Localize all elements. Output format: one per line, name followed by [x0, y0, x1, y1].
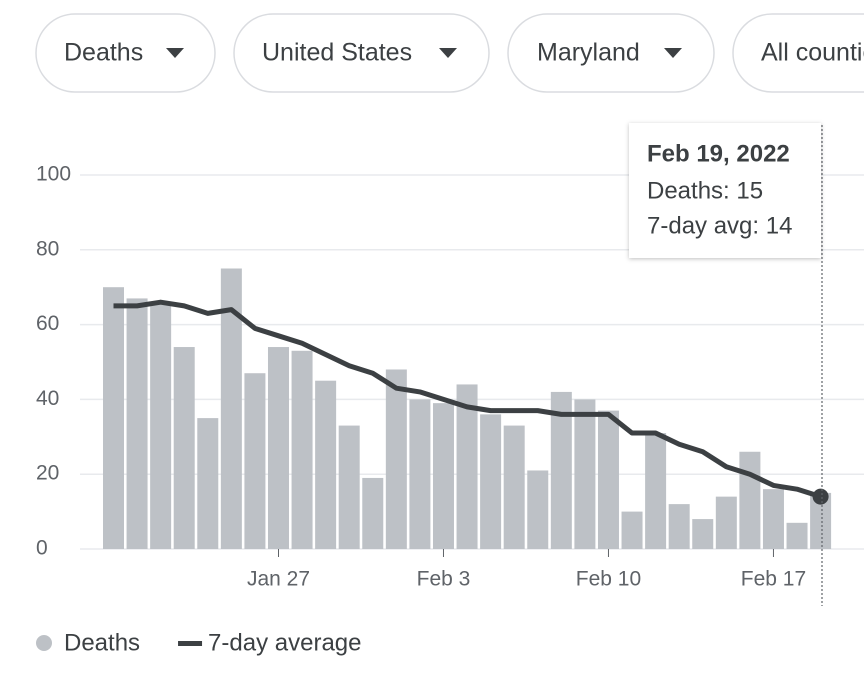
- bar: [315, 380, 337, 549]
- plot: 0 20 40 60 80 100 Jan 27 Feb 3 Feb 10 Feb 17: [36, 163, 864, 591]
- filter-chip[interactable]: Deaths: [35, 13, 216, 93]
- bar: [244, 373, 266, 549]
- x-tick-label: Feb 10: [576, 568, 641, 591]
- dropdown-arrow[interactable]: [166, 48, 184, 58]
- bar: [503, 425, 525, 549]
- tooltip-line: 7-day avg: 14: [647, 212, 792, 239]
- chip-bg[interactable]: [507, 13, 715, 93]
- bar: [456, 384, 478, 549]
- chip-label[interactable]: United States: [262, 39, 412, 67]
- y-tick-label: 100: [36, 163, 71, 186]
- dropdown-arrow[interactable]: [664, 48, 682, 58]
- bar: [550, 391, 572, 549]
- y-tick-label: 0: [36, 537, 48, 560]
- chip-bg[interactable]: [233, 13, 490, 93]
- chip-label[interactable]: Deaths: [64, 39, 143, 67]
- bar: [715, 496, 737, 549]
- bar: [574, 399, 596, 549]
- tooltip-box: [629, 123, 821, 258]
- filter-chip[interactable]: Maryland: [507, 13, 715, 93]
- line: [113, 299, 822, 500]
- legend-swatch: [178, 641, 203, 646]
- bar: [338, 425, 360, 549]
- legend-swatch: [36, 635, 52, 651]
- bar: [645, 433, 667, 549]
- bar: [810, 492, 832, 549]
- x-tick-label: Feb 17: [741, 568, 806, 591]
- tooltip-line: Deaths: 15: [647, 177, 763, 204]
- bar: [409, 399, 431, 549]
- chip-bg[interactable]: [732, 13, 864, 93]
- bar: [103, 287, 124, 549]
- x-tick-label: Feb 3: [417, 568, 471, 591]
- filter-chip[interactable]: All counties: [732, 13, 864, 93]
- hover-point: [812, 488, 829, 505]
- tooltip-title: Feb 19, 2022: [647, 140, 790, 167]
- bar: [668, 504, 690, 549]
- legend-label: Deaths: [64, 629, 140, 656]
- bar: [527, 470, 549, 549]
- bar: [362, 477, 384, 549]
- dropdown-arrow[interactable]: [439, 48, 457, 58]
- bar: [173, 347, 195, 549]
- bar: [267, 347, 289, 549]
- bar: [480, 414, 502, 549]
- bar: [220, 268, 242, 549]
- bar: [197, 418, 219, 549]
- chip-label[interactable]: All counties: [761, 39, 864, 67]
- bar: [762, 489, 784, 549]
- bar: [786, 522, 808, 549]
- bar: [739, 451, 761, 549]
- chip-bg[interactable]: [35, 13, 216, 93]
- filter-chip[interactable]: United States: [233, 13, 490, 93]
- bar: [621, 511, 643, 549]
- x-tick-label: Jan 27: [247, 568, 310, 591]
- legend-label: 7-day average: [208, 629, 361, 656]
- y-tick-label: 60: [36, 312, 59, 335]
- bar: [692, 519, 714, 549]
- bar: [291, 350, 313, 549]
- bar: [597, 410, 619, 549]
- bar: [126, 298, 148, 549]
- bar: [150, 302, 172, 549]
- legend: Deaths 7-day average: [36, 629, 361, 656]
- y-tick-label: 40: [36, 387, 59, 410]
- bar: [432, 403, 454, 549]
- bar: [385, 369, 407, 549]
- y-tick-label: 80: [36, 237, 59, 260]
- tooltip: Feb 19, 2022 Deaths: 15 7-day avg: 14: [629, 123, 821, 258]
- chip-label[interactable]: Maryland: [537, 39, 640, 67]
- y-tick-label: 20: [36, 462, 59, 485]
